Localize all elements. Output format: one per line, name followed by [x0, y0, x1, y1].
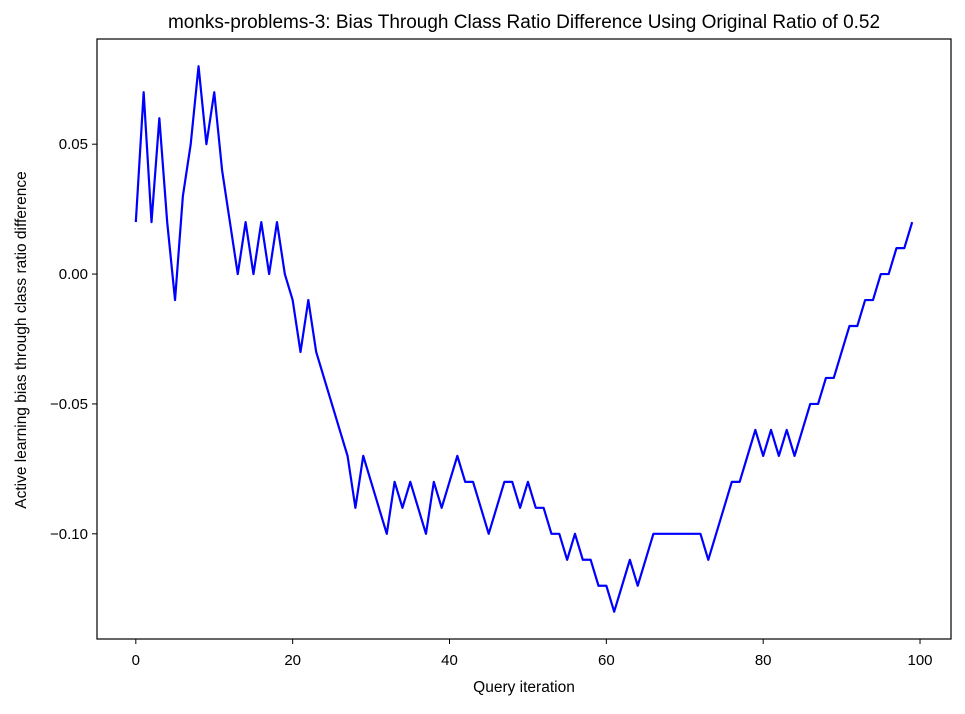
- y-tick-label: 0.05: [59, 136, 88, 153]
- x-tick-label: 60: [598, 652, 615, 669]
- y-axis: 0.05 0.00 −0.05 −0.10: [50, 136, 97, 543]
- x-axis: 0 20 40 60 80 100: [132, 639, 933, 669]
- x-tick-label: 0: [132, 652, 140, 669]
- x-tick-label: 40: [441, 652, 458, 669]
- x-tick-label: 80: [755, 652, 772, 669]
- plot-frame: [96, 38, 952, 640]
- x-tick-label: 100: [908, 652, 933, 669]
- chart-title: monks-problems-3: Bias Through Class Rat…: [168, 12, 880, 33]
- y-tick-label: −0.10: [50, 526, 88, 543]
- y-axis-label: Active learning bias through class ratio…: [13, 171, 30, 508]
- series-line-1: [134, 65, 914, 613]
- plot-area: [134, 65, 914, 613]
- x-tick-label: 20: [284, 652, 301, 669]
- y-tick-label: 0.00: [59, 266, 88, 283]
- x-axis-label: Query iteration: [473, 679, 575, 696]
- y-tick-label: −0.05: [50, 396, 88, 413]
